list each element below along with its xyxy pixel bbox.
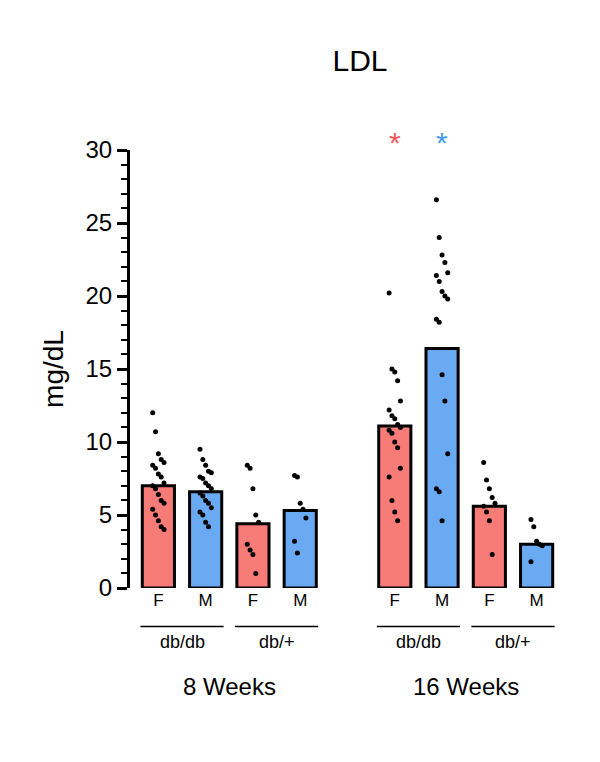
svg-text:M: M [293, 591, 307, 610]
svg-text:F: F [153, 591, 163, 610]
svg-text:db/+: db/+ [495, 632, 531, 652]
svg-text:20: 20 [85, 282, 112, 309]
svg-text:F: F [248, 591, 258, 610]
svg-text:5: 5 [99, 501, 112, 528]
svg-text:25: 25 [85, 209, 112, 236]
svg-text:F: F [484, 591, 494, 610]
svg-text:16 Weeks: 16 Weeks [413, 673, 519, 700]
svg-text:mg/dL: mg/dL [38, 330, 69, 408]
svg-text:*: * [389, 126, 401, 159]
svg-text:8 Weeks: 8 Weeks [183, 673, 276, 700]
svg-text:LDL: LDL [332, 44, 387, 77]
svg-text:db/+: db/+ [259, 632, 295, 652]
svg-text:F: F [390, 591, 400, 610]
svg-text:M: M [435, 591, 449, 610]
svg-text:M: M [199, 591, 213, 610]
svg-text:0: 0 [99, 574, 112, 601]
svg-text:*: * [436, 126, 448, 159]
svg-text:db/db: db/db [160, 632, 205, 652]
svg-text:10: 10 [85, 428, 112, 455]
svg-text:M: M [530, 591, 544, 610]
svg-text:15: 15 [85, 355, 112, 382]
svg-text:db/db: db/db [396, 632, 441, 652]
svg-text:30: 30 [85, 136, 112, 163]
